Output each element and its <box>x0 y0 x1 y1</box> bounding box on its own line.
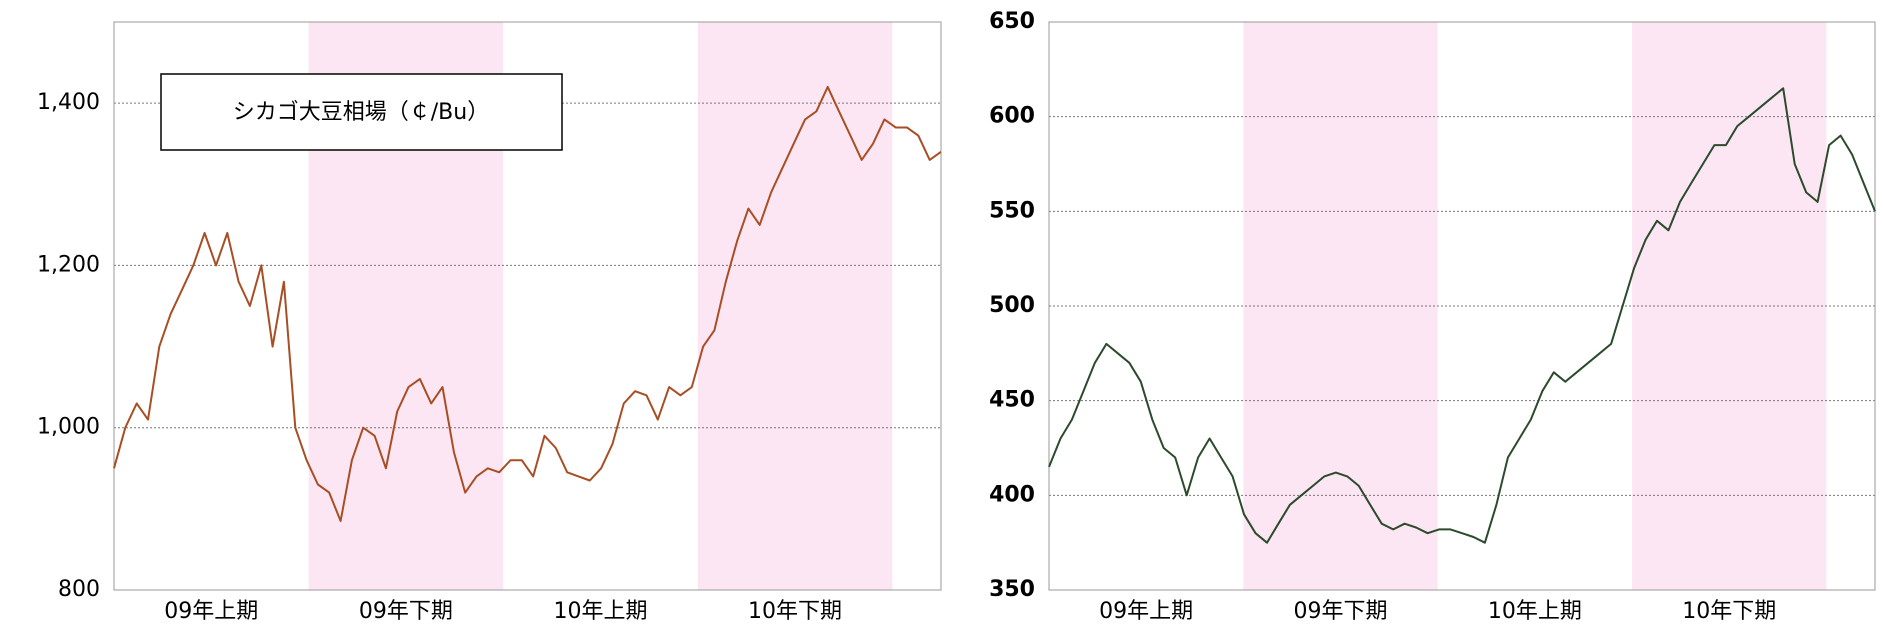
x-tick-label: 10年下期 <box>1682 599 1776 624</box>
y-tick-label: 450 <box>989 388 1035 413</box>
period-band <box>1243 22 1438 590</box>
x-tick-label: 09年上期 <box>164 599 258 624</box>
y-tick-label: 650 <box>989 9 1035 34</box>
y-tick-label: 550 <box>989 198 1035 223</box>
y-tick-label: 800 <box>58 577 100 602</box>
y-tick-label: 400 <box>989 482 1035 507</box>
price-line <box>113 85 942 522</box>
plot-frame <box>1048 21 1876 591</box>
y-tick-label: 350 <box>989 577 1035 602</box>
y-tick-label: 1,400 <box>37 90 100 115</box>
x-tick-label: 10年上期 <box>553 599 647 624</box>
x-tick-label: 09年下期 <box>359 599 453 624</box>
price-line <box>1048 87 1876 544</box>
annotation-box <box>160 73 563 151</box>
x-tick-label: 09年上期 <box>1099 599 1193 624</box>
y-tick-label: 1,200 <box>37 252 100 277</box>
x-tick-label: 10年下期 <box>748 599 842 624</box>
y-tick-label: 1,000 <box>37 415 100 440</box>
x-tick-label: 10年上期 <box>1488 599 1582 624</box>
period-band <box>697 22 893 590</box>
plot-frame <box>113 21 942 591</box>
x-tick-label: 09年下期 <box>1294 599 1388 624</box>
annotation: シカゴ大豆相場（￠/Bu） <box>233 100 489 125</box>
y-tick-label: 500 <box>989 293 1035 318</box>
y-tick-label: 600 <box>989 104 1035 129</box>
